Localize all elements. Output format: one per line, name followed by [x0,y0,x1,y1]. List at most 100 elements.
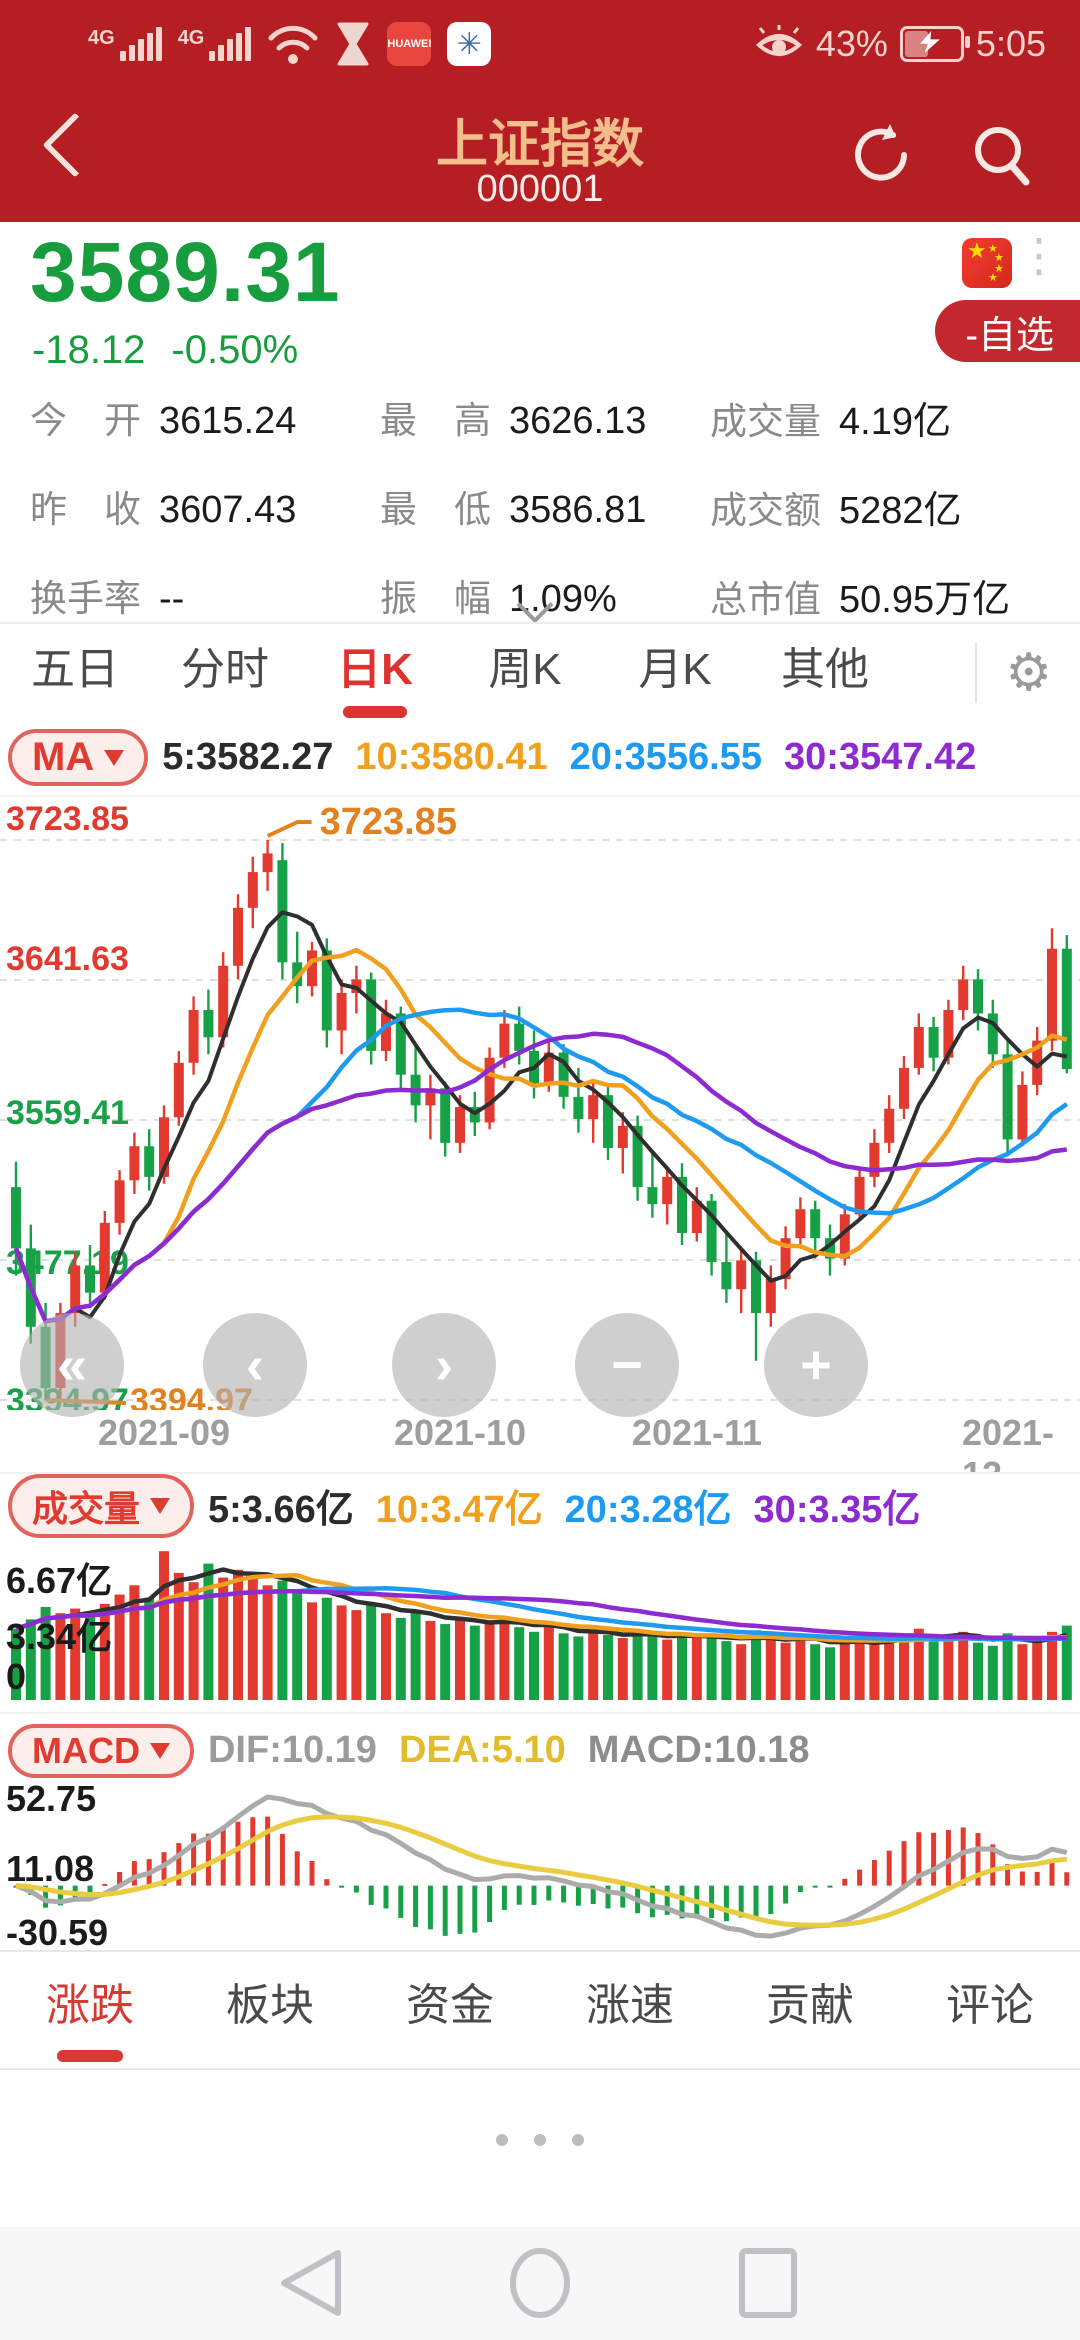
remove-watchlist-button[interactable]: -自选 [935,300,1080,362]
macd-chart-svg[interactable] [0,1785,1080,1948]
macd-legend: MACD DIF:10.19 DEA:5.10 MACD:10.18 [0,1712,1080,1787]
vol-ma30-value: 30:3.35亿 [753,1489,921,1531]
macd-value: MACD:10.18 [587,1729,810,1771]
tab-speed[interactable]: 涨速 [586,1981,674,2030]
gear-icon[interactable]: ⚙ [975,643,1080,703]
tab-sectors[interactable]: 板块 [226,1981,314,2030]
huawei-app-icon: HUAWEI [387,22,432,66]
dropdown-triangle-icon [149,1742,170,1759]
signal-icon: 4G [88,27,162,61]
cn-flag-icon: ★ ★ ★ ★ ★ [962,238,1012,288]
pan-right-button[interactable]: › [392,1313,496,1417]
android-nav-bar [0,2227,1080,2340]
x-tick: 2021-11 [631,1412,763,1453]
signal-icon-2: 4G [178,27,252,61]
tab-intraday[interactable]: 分时 [181,645,269,694]
zoom-out-button[interactable]: − [575,1313,679,1417]
emblem-app-icon: ✳ [447,22,492,66]
app-header: 上证指数 000001 [0,88,1080,222]
stat-turnover-rate: 换手率 -- [30,578,185,620]
page-title: 上证指数 [435,116,644,174]
svg-text:3723.85: 3723.85 [6,800,129,838]
stat-high: 最 高 3626.13 [380,400,647,442]
volume-chart-svg[interactable] [0,1535,1080,1712]
tab-weekly-k[interactable]: 周K [488,645,562,694]
hourglass-icon [337,22,369,66]
ma10-value: 10:3580.41 [355,736,548,778]
tab-funds[interactable]: 资金 [406,1981,494,2030]
candlestick-chart-svg[interactable]: 3723.853641.633559.413477.193394.973394.… [0,795,1080,1420]
tab-contribution[interactable]: 贡献 [766,1981,854,2030]
price-chart[interactable]: 3723.853641.633559.413477.193394.973394.… [0,795,1080,1420]
vol-ma20-value: 20:3.28亿 [564,1489,732,1531]
eye-icon [755,25,803,56]
dea-value: DEA:5.10 [398,1729,566,1771]
volume-legend: 成交量 5:3.66亿 10:3.47亿 20:3.28亿 30:3.35亿 [0,1472,1080,1538]
volume-bars [11,1551,1072,1700]
price-change: -18.12 -0.50% [32,328,324,373]
nav-recents-icon[interactable] [739,2248,797,2318]
quote-section: 3589.31 -18.12 -0.50% ★ ★ ★ ★ ★ ⋮ -自选 [0,222,1080,372]
battery-icon [899,26,970,62]
vol-axis-label: 3.34亿 [6,1616,113,1657]
macd-axis-label: 52.75 [6,1778,97,1819]
stat-turnover: 成交额 5282亿 [710,490,962,532]
tab-monthly-k[interactable]: 月K [638,645,712,694]
zoom-in-button[interactable]: + [764,1313,868,1417]
vol-ma10-value: 10:3.47亿 [375,1489,543,1531]
pan-far-left-button[interactable]: « [20,1313,124,1417]
more-dots [0,2134,1080,2146]
ma-selector-button[interactable]: MA [8,729,149,786]
wifi-icon [268,25,318,64]
nav-back-icon[interactable] [281,2250,341,2316]
vol-axis-label: 0 [6,1656,27,1697]
tab-comments[interactable]: 评论 [946,1981,1034,2030]
tab-other[interactable]: 其他 [781,645,869,694]
refresh-icon[interactable] [846,116,916,194]
tab-daily-k[interactable]: 日K [300,624,450,722]
chart-period-tabs: 五日 分时 日K 周K 月K 其他 ⚙ [0,622,1080,724]
overflow-menu-icon[interactable]: ⋮ [1016,229,1062,281]
ma5-value: 5:3582.27 [162,736,334,778]
tab-gainers-losers[interactable]: 涨跌 [0,1952,180,2068]
current-price: 3589.31 [30,225,341,319]
nav-home-icon[interactable] [510,2248,570,2318]
stat-prev-close: 昨 收 3607.43 [30,489,297,531]
bottom-section-tabs: 涨跌 板块 资金 涨速 贡献 评论 [0,1950,1080,2070]
x-axis-dates: 2021-09 2021-10 2021-11 2021-12 [0,1412,1080,1495]
macd-axis-label: 11.08 [6,1848,95,1889]
x-tick: 2021-10 [393,1412,527,1453]
svg-text:3559.41: 3559.41 [6,1094,129,1132]
volume-selector-button[interactable]: 成交量 [8,1473,195,1538]
change-percent: -0.50% [171,328,299,372]
stock-code: 000001 [476,168,604,210]
ma30-value: 30:3547.42 [783,736,977,778]
ma-legend: MA 5:3582.27 10:3580.41 20:3556.55 30:35… [0,720,1080,797]
volume-chart[interactable] [0,1535,1080,1712]
stats-panel: 今 开 3615.24 最 高 3626.13 成交量 4.19亿 昨 收 3607.4… [0,372,1080,622]
macd-selector-button[interactable]: MACD [8,1723,194,1778]
dropdown-triangle-icon [150,1497,171,1514]
stat-low: 最 低 3586.81 [380,489,647,531]
change-value: -18.12 [32,328,146,372]
svg-text:3641.63: 3641.63 [6,940,129,978]
macd-chart[interactable] [0,1785,1080,1948]
ma20-value: 20:3556.55 [569,736,762,778]
macd-axis-label: -30.59 [6,1912,109,1953]
tab-five-day[interactable]: 五日 [31,645,119,694]
status-bar: 4G 4G HUAWEI ✳ 43% 5:05 [0,0,1080,88]
status-right: 43% 5:05 [754,23,1080,65]
expand-stats-chevron-icon[interactable] [522,588,552,618]
clock: 5:05 [975,23,1046,64]
dropdown-triangle-icon [104,749,125,766]
status-left: 4G 4G HUAWEI ✳ [0,21,492,67]
pan-left-button[interactable]: ‹ [203,1313,307,1417]
stat-market-cap: 总市值 50.95万亿 [710,579,1011,621]
x-tick: 2021-09 [97,1412,231,1453]
vol-axis-label: 6.67亿 [6,1560,113,1601]
stat-open: 今 开 3615.24 [30,400,297,442]
svg-text:3723.85: 3723.85 [320,801,457,843]
battery-percent: 43% [815,23,888,64]
search-icon[interactable] [966,116,1036,194]
